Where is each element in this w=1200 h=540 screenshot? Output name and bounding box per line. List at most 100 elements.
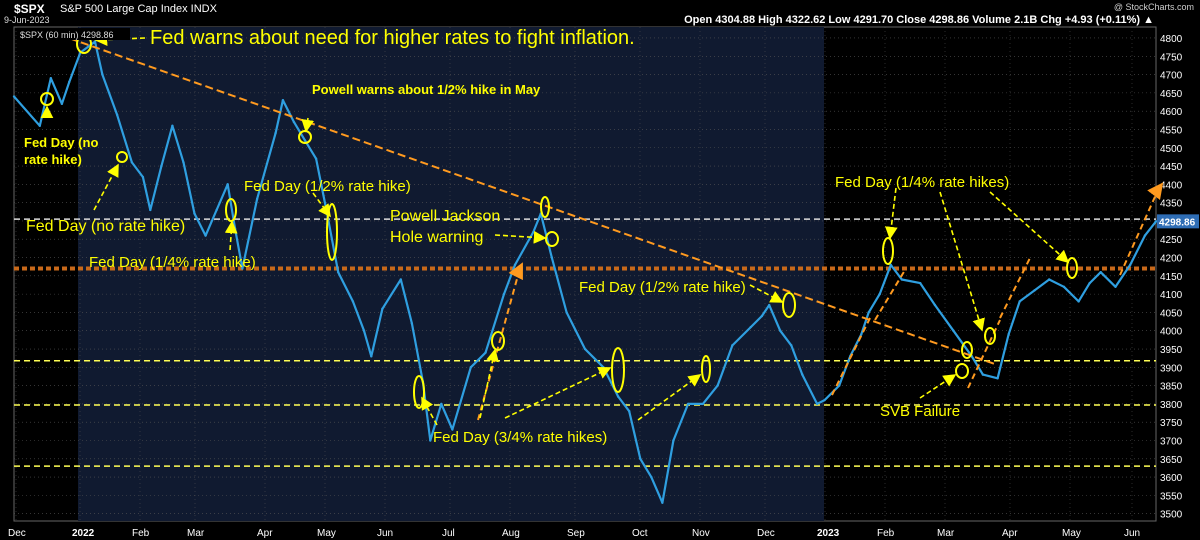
y-tick-label: 4600 [1160, 107, 1183, 118]
y-tick-label: 3850 [1160, 382, 1183, 393]
price-point [101, 73, 104, 76]
event-marker [782, 292, 796, 318]
annotation-text: Fed Day (3/4% rate hikes) [433, 429, 607, 446]
price-point [351, 300, 355, 303]
price-point [686, 402, 690, 406]
price-point [399, 278, 403, 281]
trend-arrow [508, 262, 523, 281]
y-tick-label: 3500 [1160, 510, 1183, 521]
x-tick-label: Feb [877, 528, 895, 539]
price-point [565, 311, 568, 314]
event-marker [1066, 257, 1078, 279]
price-point [701, 402, 705, 406]
y-tick-label: 4050 [1160, 308, 1183, 319]
y-tick-label: 3550 [1160, 491, 1183, 502]
annotation-arrow [421, 396, 438, 426]
annotation-text: Hole warning [390, 229, 483, 246]
rising-trendline [1119, 189, 1159, 276]
annotation-text: Fed Day (no rate hike) [26, 218, 185, 235]
price-point [215, 208, 218, 212]
annotation-text: Powell Jackson [390, 208, 500, 225]
price-point [716, 384, 719, 387]
price-point [429, 439, 432, 442]
x-tick-label: Oct [632, 528, 648, 539]
price-point [381, 307, 384, 310]
y-tick-label: 4550 [1160, 125, 1183, 136]
price-point [878, 292, 881, 296]
price-point [182, 161, 185, 164]
price-point [1077, 300, 1080, 303]
annotation-arrow [504, 367, 612, 419]
price-point [981, 373, 985, 376]
annotation-arrow [301, 117, 315, 133]
y-tick-label: 4000 [1160, 327, 1183, 338]
price-point [650, 475, 653, 479]
price-point [336, 270, 340, 274]
last-price-label: 4298.86 [1159, 217, 1196, 228]
price-point [1062, 285, 1066, 289]
price-point [484, 351, 487, 354]
event-marker [116, 151, 128, 163]
event-marker [961, 341, 973, 359]
price-point [1033, 289, 1036, 292]
price-point [1154, 220, 1158, 223]
annotation-arrow [749, 284, 784, 303]
x-tick-label: Jul [442, 528, 455, 539]
date-label: 9-Jun-2023 [4, 15, 50, 25]
price-point [823, 399, 826, 402]
annotation-text: Fed Day (1/2% rate hike) [244, 178, 411, 195]
annotation-arrow [989, 191, 1070, 264]
chart-header: $SPX S&P 500 Large Cap Index INDX 9-Jun-… [0, 0, 1200, 26]
legend-box [18, 28, 130, 40]
annotation-text: Fed warns about need for higher rates to… [150, 27, 635, 49]
price-point [362, 329, 366, 332]
price-point [661, 501, 664, 504]
ohlc-readout: Open 4304.88 High 4322.62 Low 4291.70 Cl… [684, 14, 1154, 26]
price-point [274, 131, 277, 135]
watermark: @ StockCharts.com [1113, 2, 1194, 12]
x-tick-label: Mar [937, 528, 955, 539]
price-point [952, 329, 955, 332]
price-point [12, 95, 16, 98]
rising-trendline [477, 267, 521, 421]
last-price-box [1157, 214, 1199, 229]
event-marker [701, 355, 711, 383]
y-tick-label: 4650 [1160, 89, 1183, 100]
y-tick-label: 4450 [1160, 162, 1183, 173]
price-point [790, 344, 793, 347]
event-marker [984, 327, 996, 345]
price-point [370, 355, 373, 358]
price-point [760, 314, 764, 318]
price-point [233, 227, 237, 230]
y-tick-label: 3800 [1160, 400, 1183, 411]
annotation-arrow [224, 220, 238, 251]
y-tick-label: 4500 [1160, 144, 1183, 155]
x-tick-label: Apr [257, 528, 273, 539]
price-point [731, 344, 734, 347]
y-tick-label: 3650 [1160, 455, 1183, 466]
price-point [160, 164, 163, 168]
price-point [410, 322, 414, 325]
price-point [889, 263, 892, 267]
price-point [171, 124, 174, 128]
price-point [1129, 263, 1132, 267]
price-point [303, 139, 307, 142]
annotation-text: Fed Day (1/4% rate hikes) [835, 174, 1009, 191]
x-tick-label: May [1062, 528, 1081, 539]
x-tick-label: Jun [1124, 528, 1140, 539]
price-point [440, 402, 443, 406]
price-point [1047, 278, 1051, 281]
x-tick-label: Aug [502, 528, 520, 539]
x-tick-label: Apr [1002, 528, 1018, 539]
price-point [115, 113, 119, 117]
annotation-arrow [93, 163, 119, 211]
price-point [141, 175, 145, 179]
annotation-arrow [494, 230, 547, 244]
price-point [779, 329, 782, 332]
y-tick-label: 4700 [1160, 71, 1183, 82]
price-point [149, 208, 152, 212]
x-tick-label: Jun [377, 528, 393, 539]
price-point [130, 161, 134, 164]
price-point [1088, 281, 1091, 285]
y-tick-label: 4200 [1160, 254, 1183, 265]
